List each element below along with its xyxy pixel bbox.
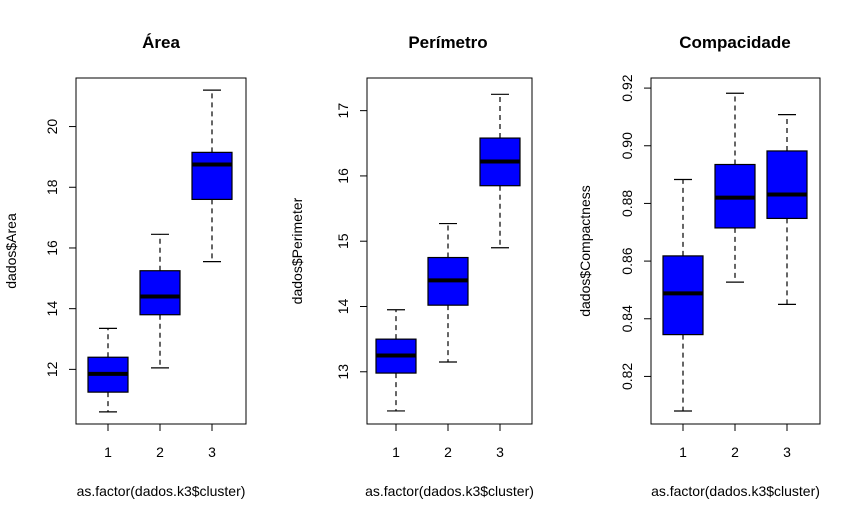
x-tick-label: 3 [208, 444, 216, 460]
x-tick-label: 2 [444, 444, 452, 460]
chart-title: Compacidade [679, 33, 790, 52]
y-tick-label: 13 [335, 364, 351, 380]
y-axis-label: dados$Area [3, 213, 19, 289]
y-tick-label: 0.84 [619, 305, 635, 332]
y-tick-label: 0.88 [619, 190, 635, 217]
box-cluster-2 [427, 222, 469, 363]
y-tick-label: 17 [335, 103, 351, 119]
y-axis-label: dados$Compactness [577, 185, 593, 317]
y-tick-label: 0.90 [619, 132, 635, 159]
panel-2: Perímetro 13 14 15 16 17 1 2 3 as.factor(dados.k3… [289, 33, 534, 499]
x-tick-label: 3 [496, 444, 504, 460]
iqr-box [766, 150, 808, 220]
box-cluster-1 [662, 178, 704, 412]
y-tick-label: 15 [335, 233, 351, 249]
y-tick-label: 20 [44, 119, 60, 135]
box-cluster-1 [375, 309, 417, 412]
box-cluster-3 [191, 89, 233, 263]
plot-frame [366, 77, 533, 425]
box-cluster-3 [766, 114, 808, 305]
box-cluster-1 [87, 327, 129, 413]
x-axis-label: as.factor(dados.k3$cluster) [365, 483, 534, 499]
y-axis-label: dados$Perimeter [289, 197, 305, 304]
chart-title: Perímetro [408, 33, 487, 52]
x-tick-label: 3 [783, 444, 791, 460]
y-tick-label: 12 [44, 361, 60, 377]
y-tick-label: 18 [44, 179, 60, 195]
box-cluster-2 [139, 233, 181, 369]
plot-frame [75, 77, 247, 425]
box-cluster-3 [479, 93, 521, 249]
panel-3: Compacidade 0.82 0.84 0.86 0.88 0.90 0.92 1 2 3 as… [577, 33, 821, 499]
y-tick-label: 0.92 [619, 74, 635, 101]
x-tick-label: 1 [392, 444, 400, 460]
x-axis-label: as.factor(dados.k3$cluster) [651, 483, 820, 499]
y-tick-label: 0.86 [619, 247, 635, 274]
y-tick-label: 0.82 [619, 363, 635, 390]
x-tick-label: 1 [679, 444, 687, 460]
x-tick-label: 2 [156, 444, 164, 460]
iqr-box [191, 151, 233, 201]
box-cluster-2 [714, 92, 756, 283]
y-tick-label: 14 [335, 298, 351, 314]
y-tick-label: 16 [44, 240, 60, 256]
plot-frame [650, 77, 821, 425]
chart-title: Área [142, 33, 180, 52]
y-tick-label: 16 [335, 168, 351, 184]
x-axis-label: as.factor(dados.k3$cluster) [77, 483, 246, 499]
iqr-box [139, 270, 181, 316]
x-tick-label: 1 [104, 444, 112, 460]
x-tick-label: 2 [731, 444, 739, 460]
y-tick-label: 14 [44, 301, 60, 317]
